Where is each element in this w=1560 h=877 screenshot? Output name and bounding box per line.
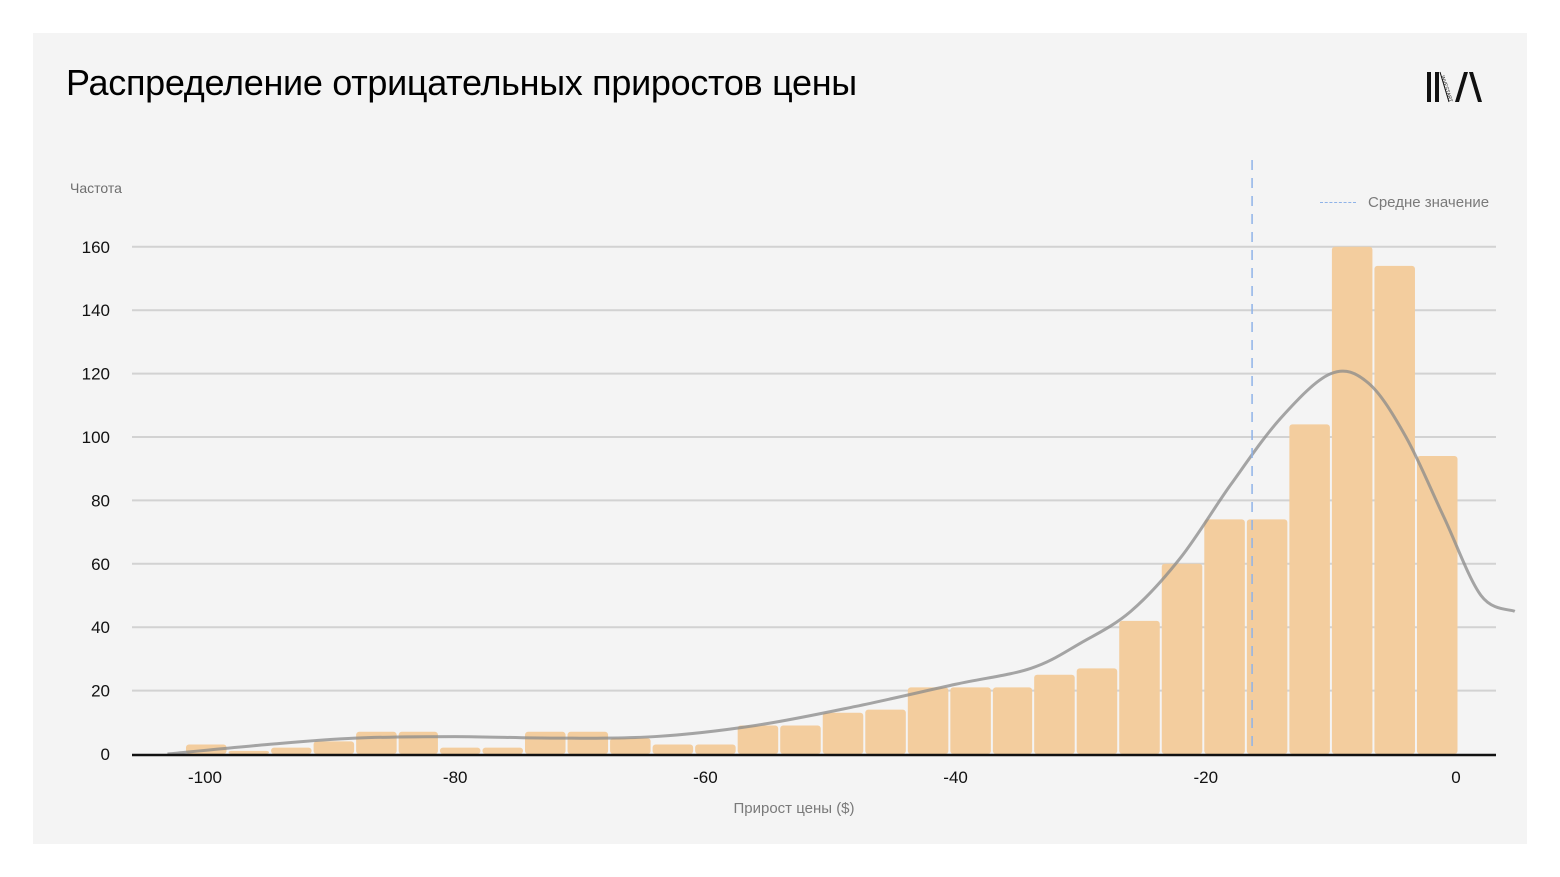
y-tick-label: 100: [82, 428, 110, 447]
dashed-line-icon: [1320, 202, 1356, 203]
histogram-bar: [652, 744, 694, 754]
kde-curve: [167, 369, 1516, 756]
y-tick-label: 40: [91, 618, 110, 637]
histogram-bar: [695, 744, 736, 754]
histogram-bar: [1289, 424, 1330, 754]
histogram-bar: [525, 731, 566, 754]
histogram-bar: [822, 712, 864, 754]
histogram-bar: [950, 687, 991, 754]
histogram-bar: [992, 687, 1033, 754]
x-tick-label: -40: [943, 768, 968, 787]
legend-mean-label: Средне значение: [1368, 194, 1490, 211]
histogram-bar: [1034, 674, 1075, 754]
histogram-bar: [610, 738, 651, 754]
histogram-bar: [1331, 246, 1373, 755]
histogram-bar: [482, 747, 524, 754]
histogram-bar: [1374, 265, 1415, 754]
x-axis-label: Прирост цены ($): [733, 800, 855, 817]
histogram-bar: [271, 747, 312, 754]
x-axis-ticks: -100 -80 -60 -40 -20 0: [188, 768, 1461, 787]
x-tick-label: -100: [188, 768, 222, 787]
histogram-bar: [907, 687, 949, 754]
x-tick-label: -60: [693, 768, 718, 787]
investart-logo-icon: INVESTART: [1420, 66, 1490, 106]
y-tick-label: 60: [91, 555, 110, 574]
histogram-bar: [1119, 620, 1160, 754]
histogram-bar: [439, 747, 481, 754]
histogram-bar: [313, 741, 355, 754]
histogram-bar: [865, 709, 906, 754]
histogram-bar: [737, 725, 779, 754]
y-tick-label: 80: [91, 491, 110, 510]
histogram-bar: [1204, 519, 1245, 754]
x-tick-label: -80: [443, 768, 468, 787]
x-tick-label: -20: [1194, 768, 1219, 787]
y-axis-ticks: 0 20 40 60 80 100 120 140 160: [82, 238, 110, 764]
y-tick-label: 140: [82, 301, 110, 320]
x-tick-label: 0: [1451, 768, 1460, 787]
y-tick-label: 20: [91, 682, 110, 701]
histogram-bar: [1161, 563, 1203, 754]
histogram-bar: [1416, 456, 1458, 754]
y-tick-label: 160: [82, 238, 110, 257]
y-axis-label: Частота: [70, 180, 122, 196]
chart-title: Распределение отрицательных приростов це…: [66, 62, 857, 103]
legend: Средне значение: [1320, 194, 1489, 211]
histogram-bar: [567, 731, 609, 754]
histogram-bar: [356, 731, 397, 754]
y-tick-label: 0: [101, 745, 110, 764]
histogram-bar: [1246, 519, 1288, 754]
histogram-bar: [780, 725, 821, 754]
histogram-bar: [1076, 668, 1118, 754]
histogram-bar: [228, 750, 270, 754]
y-tick-label: 120: [82, 365, 110, 384]
